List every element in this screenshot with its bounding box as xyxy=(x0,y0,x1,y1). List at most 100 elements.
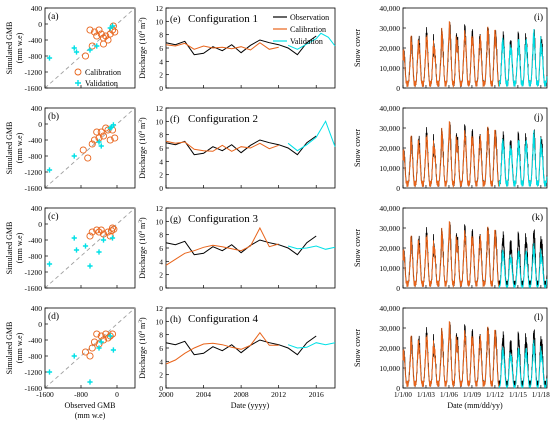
calibration-line xyxy=(165,226,279,266)
calibration-point xyxy=(81,52,90,60)
y-tick-label: 0 xyxy=(38,120,42,129)
y-tick-label: 10 xyxy=(156,217,164,226)
y-tick-label: 10 xyxy=(156,117,164,126)
x-tick-label: 1/1/12 xyxy=(486,391,504,399)
calibration-point xyxy=(99,230,108,238)
identity-line xyxy=(44,307,136,389)
y-axis-label-part: Discharge (10 xyxy=(138,134,147,179)
y-axis-label: Snow cover xyxy=(353,329,362,367)
y-tick-label: 0 xyxy=(159,384,163,393)
plot-frame xyxy=(44,107,136,189)
y-tick-label: -800 xyxy=(28,152,42,161)
validation-point xyxy=(71,353,77,359)
legend-calibration: Calibration xyxy=(85,68,121,77)
calibration-point xyxy=(88,140,96,148)
plot-frame xyxy=(44,7,136,89)
legend-calibration-swatch xyxy=(74,68,82,76)
validation-line xyxy=(498,243,548,289)
x-tick-label: 1/1/18 xyxy=(532,391,550,399)
calibration-line xyxy=(402,321,500,388)
y-tick-label: -1200 xyxy=(25,268,43,277)
calibration-point xyxy=(104,126,112,134)
validation-line xyxy=(287,342,336,349)
validation-line xyxy=(498,28,548,87)
calibration-point xyxy=(108,224,117,232)
discharge-panel-1: 0 2 4 6 8 10 12 Discharge (109 m3) (f) Configurat… xyxy=(138,104,336,193)
y-tick-label: 0 xyxy=(396,384,400,393)
legend-validation: Validation xyxy=(85,79,118,88)
validation-point xyxy=(71,235,77,241)
calibration-point xyxy=(79,146,87,154)
y-tick-label: 10,000 xyxy=(379,64,400,73)
y-axis-label-part: m xyxy=(138,22,147,31)
calibration-point xyxy=(86,232,94,240)
panel-label: (i) xyxy=(534,12,543,23)
y-tick-label: -1600 xyxy=(25,184,43,193)
calibration-point xyxy=(84,154,92,162)
gmb-panel-2: 400 0 -400 -800 -1200 -1600 (c) Simulated GMB (m… xyxy=(5,204,136,293)
calibration-point xyxy=(95,26,103,34)
y-tick-label: -1600 xyxy=(25,84,43,93)
panel-label: (f) xyxy=(170,114,180,125)
validation-point xyxy=(96,345,102,351)
calibration-line xyxy=(165,42,279,51)
y-tick-label: -400 xyxy=(28,236,42,245)
panel-label: (g) xyxy=(170,214,181,225)
snow-panel-2: 0 10,000 20,000 30,000 40,000 Snow cover (k) xyxy=(353,204,548,293)
y-axis-label-part: 9 xyxy=(138,131,144,134)
y-tick-label: 20,000 xyxy=(379,344,400,353)
x-tick-label: 2004 xyxy=(196,390,211,399)
y-tick-label: 2 xyxy=(159,271,163,280)
x-tick-label: 1/1/06 xyxy=(440,391,458,399)
validation-line xyxy=(287,120,336,152)
y-tick-label: 0 xyxy=(159,284,163,293)
y-tick-label: 10,000 xyxy=(379,164,400,173)
validation-point xyxy=(71,153,77,159)
y-tick-label: 0 xyxy=(396,84,400,93)
x-axis-label: Date (mm/dd/yy) xyxy=(447,401,503,410)
validation-point xyxy=(98,339,104,345)
calibration-point xyxy=(99,336,108,344)
calibration-line xyxy=(165,331,279,365)
y-tick-label: -1200 xyxy=(25,368,43,377)
panel-label: (a) xyxy=(48,11,59,22)
y-axis-label: Simulated GMB xyxy=(5,122,14,175)
plot-frame xyxy=(44,207,136,289)
y-tick-label: 8 xyxy=(159,131,163,140)
y-tick-label: 40,000 xyxy=(379,304,400,313)
discharge-panel-2: 0 2 4 6 8 10 12 Discharge (109 m3) (g) Configurat… xyxy=(138,204,336,293)
observation-line xyxy=(165,135,317,156)
gmb-panel-1: 400 0 -400 -800 -1200 -1600 (b) Simulated GMB (m… xyxy=(5,104,136,193)
y-tick-label: 0 xyxy=(38,220,42,229)
panel-label: (j) xyxy=(534,112,543,123)
panel-title: Configuration 3 xyxy=(188,213,258,225)
calibration-point xyxy=(81,348,90,356)
y-axis-label: Discharge (109 m3) xyxy=(138,217,147,279)
y-axis-label-part: 9 xyxy=(138,331,144,334)
y-tick-label: 40,000 xyxy=(379,204,400,213)
calibration-point xyxy=(97,226,105,234)
calibration-point xyxy=(110,225,118,233)
calibration-point xyxy=(97,30,105,38)
y-axis-label: Discharge (109 m3) xyxy=(138,317,147,379)
calibration-point xyxy=(102,32,110,40)
y-tick-label: 2 xyxy=(159,171,163,180)
plot-frame xyxy=(44,307,136,389)
y-tick-label: -800 xyxy=(28,352,42,361)
y-axis-label: Discharge (109 m3) xyxy=(138,17,147,79)
validation-point xyxy=(107,333,113,339)
calibration-point xyxy=(88,344,96,352)
y-axis-label-part: 3 xyxy=(138,20,144,23)
y-tick-label: 30,000 xyxy=(379,124,400,133)
panel-label: (b) xyxy=(48,111,59,122)
y-tick-label: 8 xyxy=(159,31,163,40)
identity-line xyxy=(44,107,136,189)
y-axis-label-part: 3 xyxy=(138,320,144,323)
snow-panel-1: 0 10,000 20,000 30,000 40,000 Snow cover (j) xyxy=(353,104,548,193)
y-tick-label: 4 xyxy=(159,257,163,266)
validation-line xyxy=(287,32,336,50)
validation-line xyxy=(498,339,548,389)
validation-line xyxy=(498,130,548,187)
calibration-point xyxy=(88,228,96,236)
validation-point xyxy=(100,237,107,243)
